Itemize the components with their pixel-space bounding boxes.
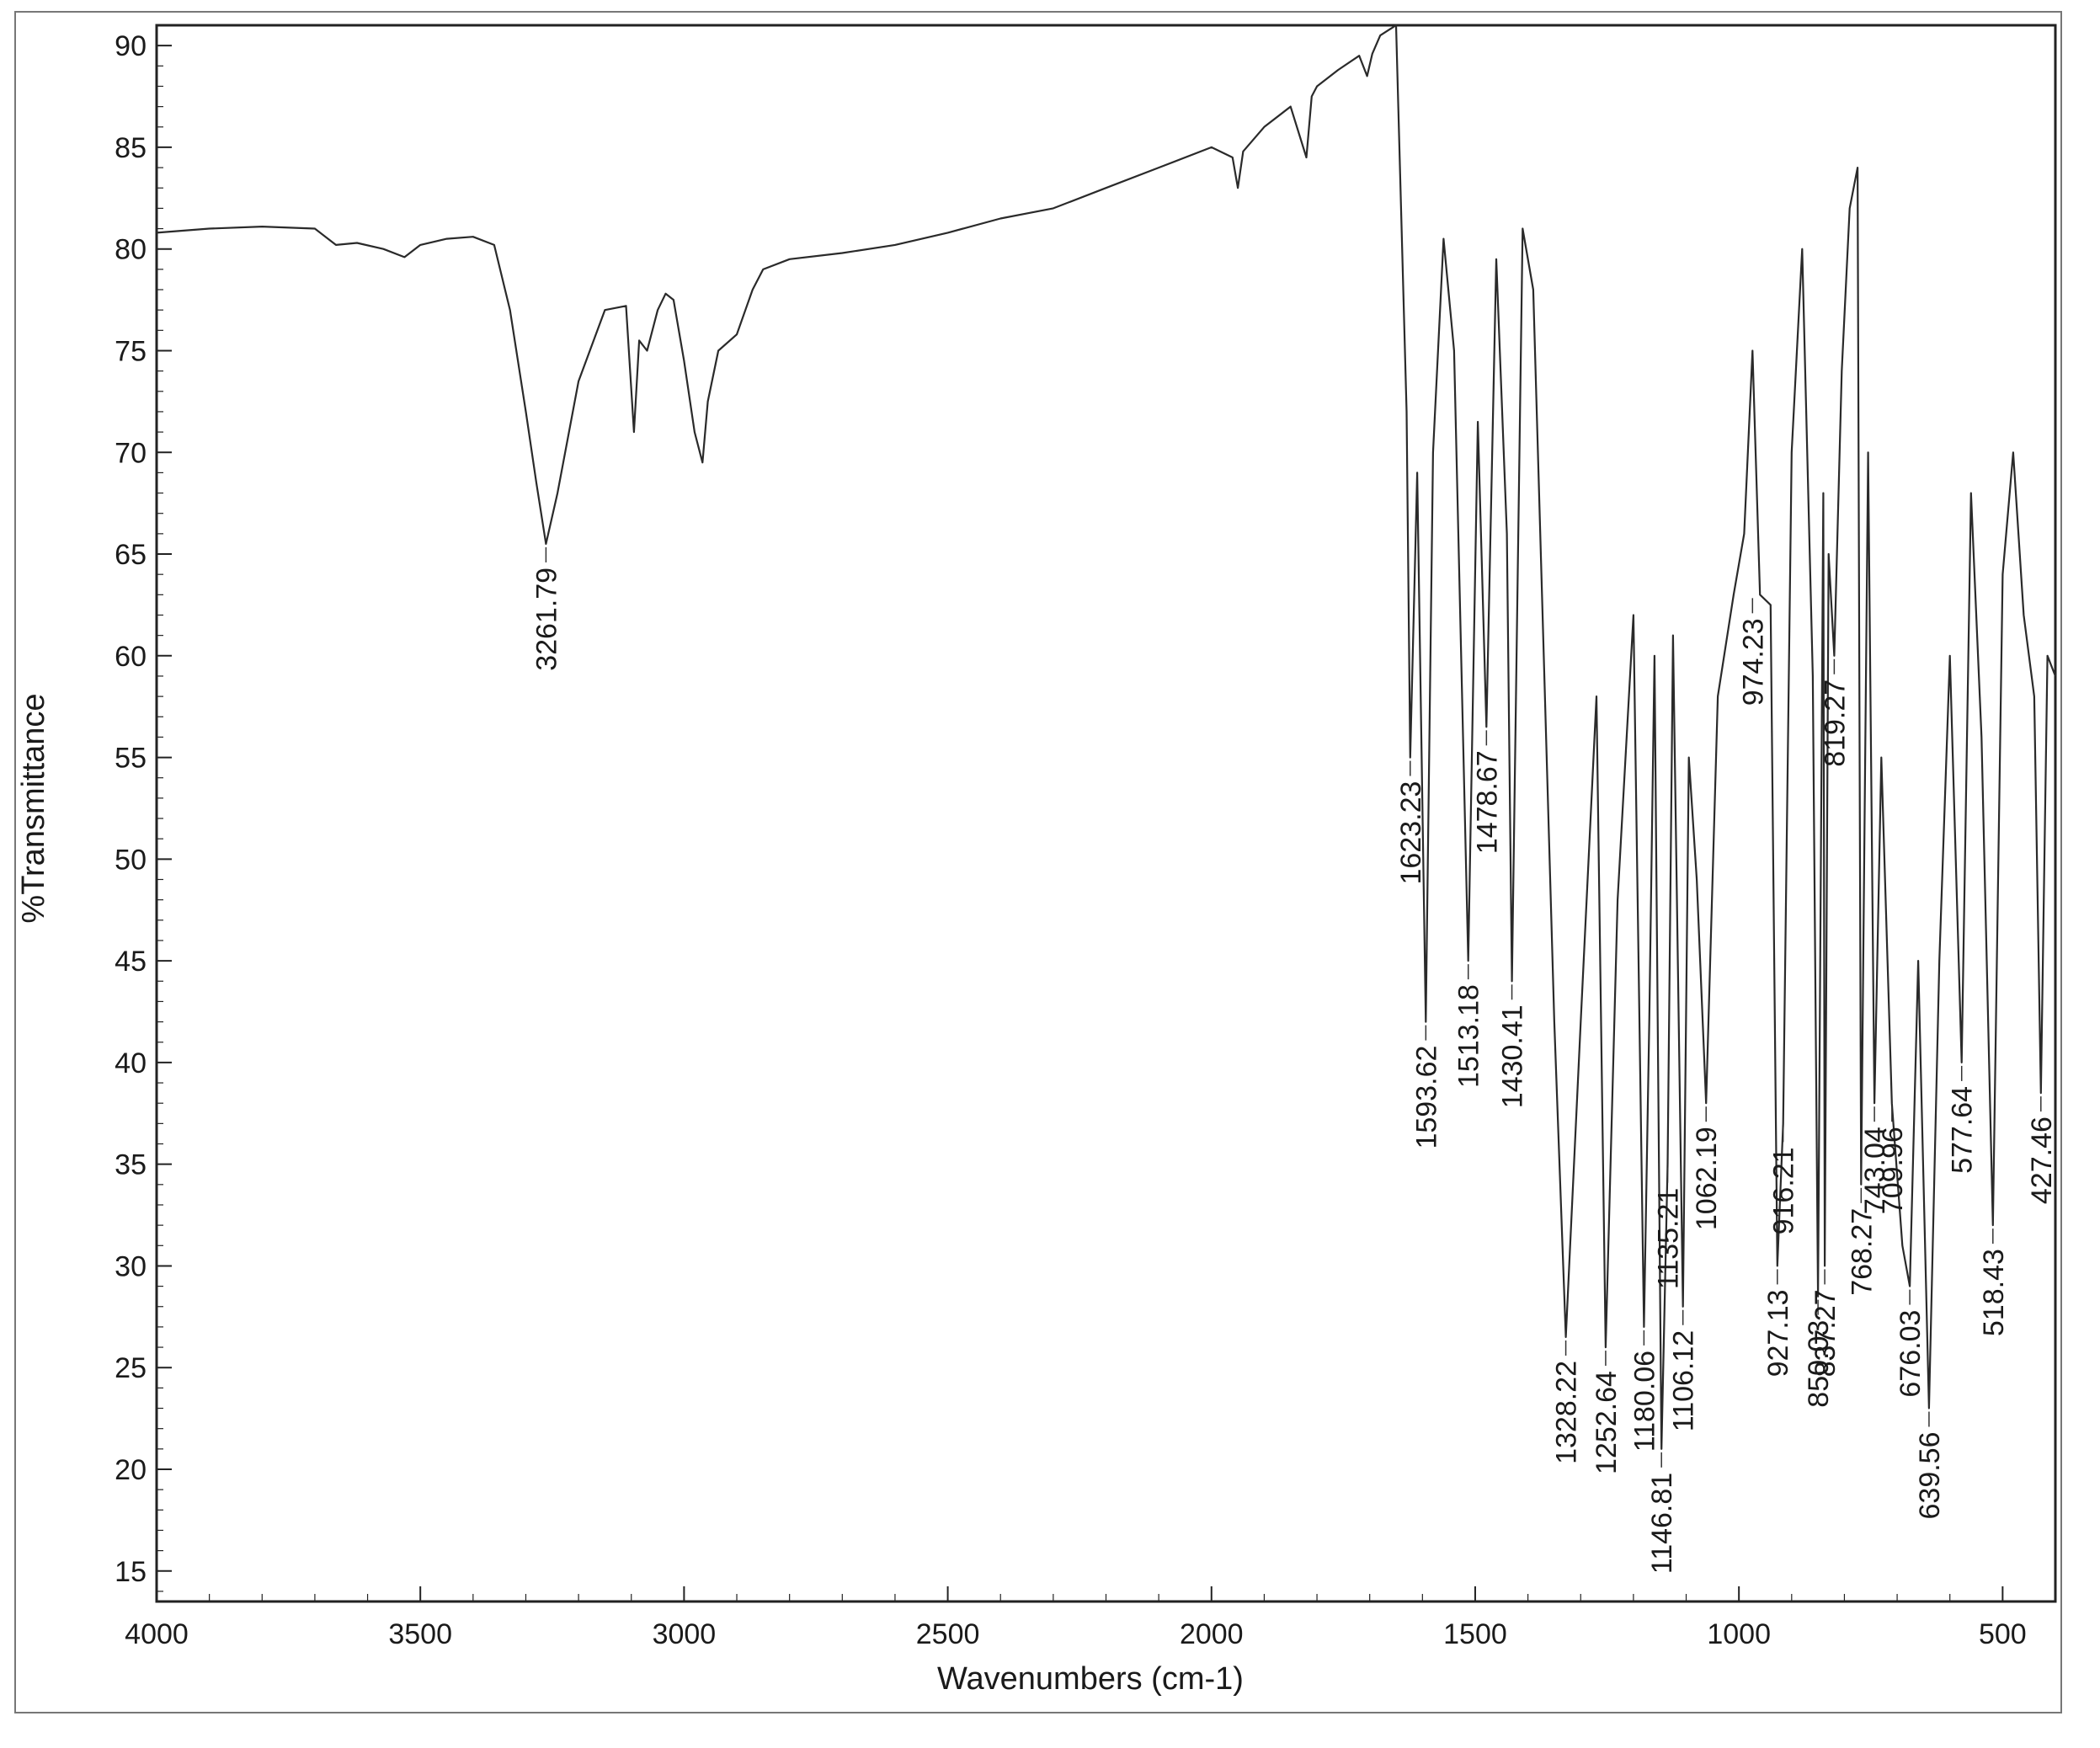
peak-label: 916.21: [1768, 1147, 1800, 1234]
y-tick-label: 25: [115, 1352, 147, 1384]
peak-label: 768.27: [1846, 1208, 1878, 1296]
x-tick-label: 3500: [388, 1618, 452, 1650]
x-axis-title: Wavenumbers (cm-1): [937, 1661, 1244, 1697]
peak-label: 1513.18: [1453, 984, 1485, 1088]
y-tick-label: 30: [115, 1250, 147, 1282]
peak-label: 676.03: [1895, 1310, 1927, 1398]
peak-label: 974.23: [1737, 618, 1769, 706]
y-tick-label: 65: [115, 539, 147, 571]
peak-label: 1328.22: [1551, 1361, 1583, 1464]
y-tick-label: 40: [115, 1047, 147, 1079]
y-axis-title: %Transmittance: [16, 693, 51, 923]
peak-label: 3261.79: [530, 568, 562, 671]
y-tick-label: 85: [115, 132, 147, 164]
x-tick-label: 4000: [125, 1618, 189, 1650]
y-tick-label: 35: [115, 1149, 147, 1181]
y-tick-label: 80: [115, 234, 147, 266]
x-tick-label: 2500: [916, 1618, 980, 1650]
peak-label: 1478.67: [1471, 750, 1503, 854]
peak-label: 1180.06: [1628, 1351, 1660, 1452]
y-tick-label: 45: [115, 946, 147, 978]
y-tick-label: 75: [115, 335, 147, 367]
peak-label: 709.96: [1877, 1127, 1909, 1214]
y-tick-label: 15: [115, 1556, 147, 1588]
peak-annotations: 3261.79 1623.23 1593.62 1513.18 1478.67 1430.…: [530, 546, 2058, 1574]
y-tick-label: 55: [115, 743, 147, 775]
x-axis-ticks: 4000 3500 3000 2500 2000 1500 1000 500: [125, 1586, 2056, 1650]
peak-label: 1252.64: [1591, 1371, 1623, 1474]
peak-label: 1062.19: [1691, 1127, 1723, 1230]
x-tick-label: 1000: [1707, 1618, 1771, 1650]
outer-frame: [14, 11, 2062, 1713]
x-tick-label: 1500: [1443, 1618, 1507, 1650]
peak-label: 639.56: [1914, 1432, 1946, 1520]
peak-label: 1593.62: [1410, 1046, 1442, 1149]
peak-label: 837.27: [1810, 1289, 1841, 1377]
peak-label: 927.13: [1762, 1289, 1794, 1377]
y-tick-label: 20: [115, 1454, 147, 1486]
y-tick-label: 70: [115, 437, 147, 469]
y-axis-ticks: 15 20 25 30 35 40 45 50 55 60 65 70 75 80 85 90: [115, 24, 172, 1592]
spectrum-line: [156, 24, 2057, 1450]
peak-label: 850.03: [1803, 1320, 1835, 1408]
x-tick-label: 3000: [653, 1618, 717, 1650]
peak-label: 1106.12: [1668, 1330, 1700, 1431]
peak-label: 1430.41: [1497, 1005, 1529, 1108]
y-tick-label: 60: [115, 641, 147, 673]
peak-label: 1623.23: [1395, 781, 1427, 885]
peak-label: 1135.21: [1653, 1188, 1685, 1289]
y-tick-label: 50: [115, 844, 147, 876]
peak-label: 1146.81: [1646, 1473, 1678, 1574]
y-tick-label: 90: [115, 30, 147, 62]
peak-label: 743.04: [1859, 1127, 1891, 1214]
peak-label: 577.64: [1947, 1086, 1979, 1174]
peak-label: 518.43: [1978, 1249, 2010, 1336]
peak-label: 819.27: [1819, 679, 1851, 767]
peak-label: 427.46: [2026, 1116, 2058, 1204]
x-tick-label: 2000: [1180, 1618, 1244, 1650]
x-tick-label: 500: [1979, 1618, 2027, 1650]
